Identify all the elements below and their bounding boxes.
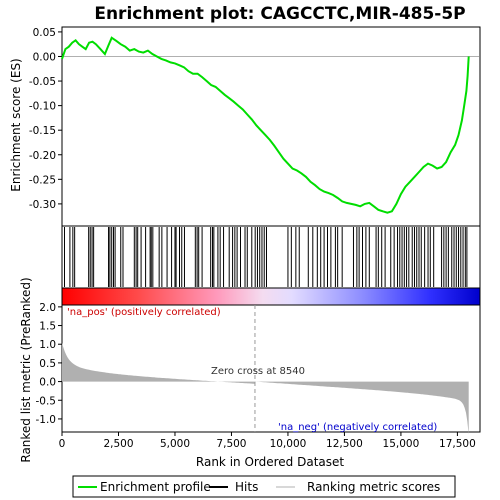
heatmap-gradient (61, 287, 481, 306)
legend-frame (72, 475, 456, 498)
metric-ytick-label: 2.0 (39, 302, 56, 314)
legend: Enrichment profile Hits Ranking metric s… (72, 475, 456, 498)
es-ytick-label: -0.05 (29, 76, 56, 88)
legend-label-enrichment: Enrichment profile (100, 480, 211, 494)
hits-panel-frame (61, 225, 481, 289)
xtick-label: 15,000 (383, 438, 420, 450)
ranking-metric-area (62, 342, 469, 435)
es-ytick-label: 0.05 (33, 27, 56, 39)
xtick-label: 2,500 (103, 438, 133, 450)
metric-ytick-label: -0.5 (36, 395, 57, 407)
hits-panel (61, 225, 481, 289)
xtick-label: 17,500 (439, 438, 476, 450)
legend-label-hits: Hits (235, 480, 258, 494)
enrichment-profile-line (61, 36, 470, 214)
metric-ytick-label: -1.0 (36, 414, 57, 426)
es-ytick-label: 0.00 (33, 51, 56, 63)
es-ytick-label: -0.30 (29, 199, 56, 211)
legend-label-metric: Ranking metric scores (307, 480, 440, 494)
pos-label: 'na_pos' (positively correlated) (67, 307, 221, 318)
metric-ytick-label: 1.0 (39, 339, 56, 351)
y-axis-label-metric: Ranked list metric (PreRanked) (19, 277, 33, 462)
ranking-heatmap-bar (61, 287, 481, 306)
xtick-label: 10,000 (270, 438, 307, 450)
xtick-label: 7,500 (216, 438, 246, 450)
zero-cross-label: Zero cross at 8540 (211, 366, 305, 377)
es-ytick-label: -0.10 (29, 101, 56, 113)
metric-ytick-label: 1.5 (39, 321, 56, 333)
es-ytick-label: -0.20 (29, 150, 56, 162)
es-ytick-label: -0.15 (29, 125, 56, 137)
x-axis-label: Rank in Ordered Dataset (196, 455, 344, 469)
metric-ytick-label: 0.0 (39, 377, 56, 389)
y-axis-label-es: Enrichment score (ES) (9, 58, 23, 191)
metric-ytick-label: 0.5 (39, 358, 56, 370)
xtick-label: 5,000 (160, 438, 190, 450)
metric-panel: 2.0 1.5 1.0 0.5 0.0 -0.5 -1.0 Zero cross at 85… (19, 277, 481, 463)
xtick-label: 0 (59, 438, 66, 450)
neg-label: 'na_neg' (negatively correlated) (278, 422, 437, 433)
xtick-label: 12,500 (326, 438, 363, 450)
es-ytick-label: -0.25 (29, 174, 56, 186)
metric-panel-frame (61, 304, 481, 433)
chart-title: Enrichment plot: CAGCCTC,MIR-485-5P (94, 4, 465, 24)
